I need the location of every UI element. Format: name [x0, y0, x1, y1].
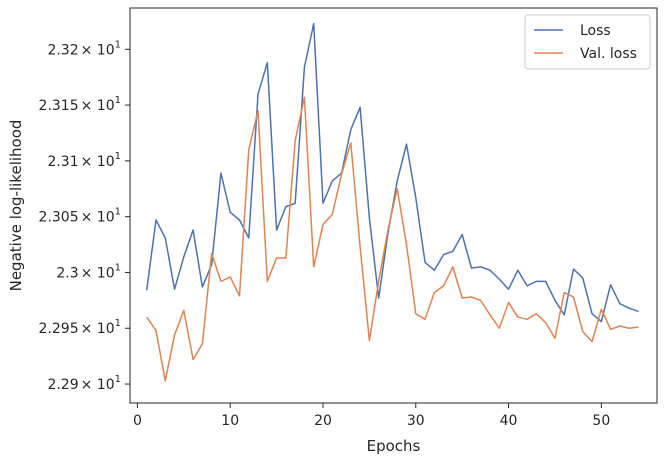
y-tick-label: 2.3 × 101	[56, 262, 121, 281]
y-tick-exponent: 1	[115, 262, 121, 273]
y-tick-mantissa: 2.29	[47, 377, 78, 393]
x-tick-label: 20	[314, 413, 332, 429]
y-tick-label: 2.32 × 101	[47, 39, 121, 58]
y-tick-base: × 10	[81, 265, 115, 281]
x-tick-label: 10	[221, 413, 239, 429]
y-tick-exponent: 1	[115, 318, 121, 329]
y-tick-exponent: 1	[115, 374, 121, 385]
series-line-1	[146, 96, 639, 382]
x-tick-label: 50	[592, 413, 610, 429]
y-tick-base: × 10	[81, 98, 115, 114]
y-tick-base: × 10	[81, 210, 115, 226]
y-tick-mantissa: 2.315	[39, 98, 79, 114]
x-tick-label: 0	[133, 413, 142, 429]
y-tick-label: 2.305 × 101	[39, 207, 121, 226]
y-tick-label: 2.295 × 101	[39, 318, 121, 337]
y-tick-mantissa: 2.305	[39, 210, 79, 226]
legend-label-loss: Loss	[580, 23, 611, 39]
y-axis-title: Negative log-likelihood	[7, 120, 25, 292]
y-tick-label: 2.31 × 101	[47, 151, 121, 170]
series-lines	[145, 22, 639, 382]
y-tick-exponent: 1	[115, 207, 121, 218]
y-tick-exponent: 1	[115, 95, 121, 106]
x-tick-label: 40	[500, 413, 518, 429]
y-tick-mantissa: 2.3	[56, 265, 78, 281]
y-tick-exponent: 1	[115, 39, 121, 50]
y-tick-mantissa: 2.295	[39, 321, 79, 337]
x-axis: 0 10 20 30 40 50	[133, 403, 610, 429]
y-tick-mantissa: 2.32	[47, 42, 78, 58]
legend: Loss Val. loss	[524, 14, 651, 70]
y-tick-base: × 10	[81, 321, 115, 337]
y-tick-base: × 10	[81, 154, 115, 170]
y-tick-label: 2.29 × 101	[47, 374, 121, 393]
y-tick-base: × 10	[81, 42, 115, 58]
y-tick-label: 2.315 × 101	[39, 95, 121, 114]
y-tick-base: × 10	[81, 377, 115, 393]
y-tick-mantissa: 2.31	[47, 154, 78, 170]
legend-label-val-loss: Val. loss	[580, 46, 637, 62]
plot-frame	[129, 7, 658, 404]
x-axis-title: Epochs	[367, 437, 421, 455]
legend-box	[524, 14, 651, 70]
x-tick-label: 30	[407, 413, 425, 429]
y-tick-exponent: 1	[115, 151, 121, 162]
